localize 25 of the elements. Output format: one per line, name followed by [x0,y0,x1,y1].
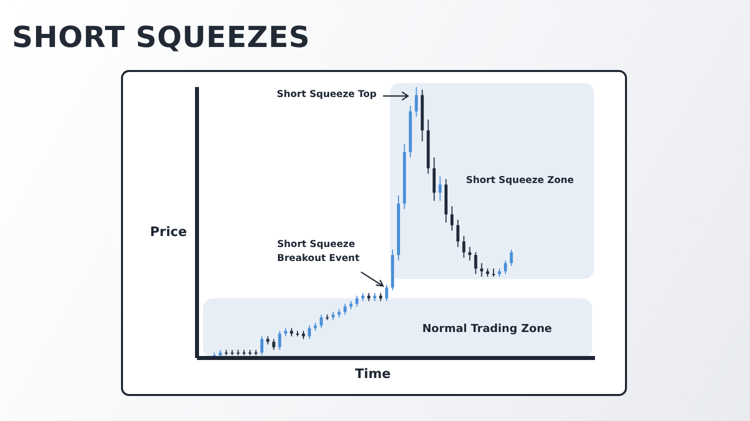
candlestick [510,249,513,266]
candlestick [474,252,478,274]
candlestick [480,262,484,278]
candlestick [355,295,358,308]
candlestick [344,303,347,316]
candlestick [504,260,507,274]
annotation: Short Squeeze Top [276,89,377,100]
band-label: Normal Trading Zone [422,322,552,336]
candlestick [438,176,442,202]
candlestick [450,206,454,232]
candlestick [468,246,472,261]
candlestick [385,284,388,302]
annotation: Short Squeeze Breakout Event [277,238,360,266]
candlestick [456,219,460,248]
y-axis-title: Price [150,225,187,240]
candlestick [320,314,323,329]
candlestick [278,330,282,350]
candlestick [414,87,418,118]
chart-title: SHORT SQUEEZES [12,20,310,54]
candlestick [308,324,311,340]
annotation: Short Squeeze Zone [466,175,574,186]
x-axis-title: Time [355,367,391,382]
candlestick [462,236,466,258]
candlestick [260,336,264,356]
candlestick [272,338,276,350]
